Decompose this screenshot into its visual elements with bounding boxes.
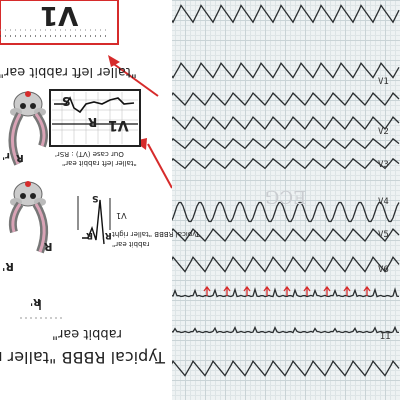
ecg-trace-9 (145, 256, 400, 273)
rbbb-s-label: S (92, 193, 99, 203)
rabbit2-label-r-right: R' (2, 260, 14, 273)
inset-r-label: R (88, 115, 98, 129)
lead-label-v3: V3 (378, 160, 389, 170)
red-arrow-marker (203, 285, 211, 296)
rbbb-r-label: R (86, 230, 93, 240)
annotation-panel: V1 "taller left rabbit ear" V1 S R Our c… (0, 0, 200, 400)
ecg-trace-7 (164, 201, 400, 223)
handwritten-ecg-label: ECG (265, 186, 307, 207)
ecg-trace-6 (164, 157, 400, 170)
top-card-letters: V1 (40, 0, 79, 30)
annotation-graphics (0, 0, 172, 319)
top-ear-caption: "taller left rabbit ear" (0, 64, 137, 79)
lead-label-v6: V6 (378, 265, 389, 275)
ecg-traces (145, 4, 400, 377)
rbbb-r-prime-label: R' (102, 230, 112, 240)
lead-label-v1: V1 (378, 77, 389, 87)
red-arrow-marker (223, 285, 231, 296)
lead-label-v4: V4 (378, 197, 389, 207)
rbbb-caption-line1: Typical RBBB "taller right (112, 230, 200, 238)
rbbb-caption-line2: rabbit ear" (112, 240, 150, 248)
ecg-trace-5 (164, 137, 400, 150)
ecg-sheet: ECG V1 V2 V3 V4 V5 V6 II (145, 0, 400, 400)
red-arrow-marker (363, 285, 371, 296)
red-arrow-marker (303, 285, 311, 296)
ecg-trace-8 (164, 227, 400, 243)
red-arrow-marker (323, 285, 331, 296)
red-arrow-marker (283, 285, 291, 296)
inset-lead-label: V1 (108, 117, 129, 133)
ecg-trace-2 (152, 62, 400, 79)
red-arrow-marker (243, 285, 251, 296)
rabbit1-label-r-left: R (16, 152, 24, 163)
inset-s-label: S (62, 94, 71, 108)
bottom-r-prime-label: R' (30, 296, 41, 307)
ecg-trace-12 (145, 360, 400, 377)
rabbit1-label-r-right: r' (2, 150, 10, 161)
ecg-trace-3 (164, 91, 400, 107)
red-arrow-marker (343, 285, 351, 296)
bottom-caption-line1: Typical RBBB "taller r (0, 348, 166, 367)
inset-caption-line2: "taller left rabbit ear" (62, 159, 137, 167)
bottom-caption-line2: rabbit ear" (52, 326, 122, 341)
rbbb-lead-label: V1 (116, 211, 127, 220)
lead-label-ii: II (380, 332, 391, 342)
lead-label-v2: V2 (378, 127, 389, 137)
red-arrow-marker (263, 285, 271, 296)
inset-caption-line1: Our case (VT) : RSr' (55, 150, 124, 158)
ecg-trace-4 (164, 115, 400, 131)
lead-label-v5: V5 (378, 230, 389, 240)
ecg-trace-10 (145, 287, 400, 298)
ecg-trace-11 (145, 325, 400, 334)
ecg-trace-1 (152, 4, 400, 24)
rabbit2-label-r-left: R (44, 240, 53, 253)
